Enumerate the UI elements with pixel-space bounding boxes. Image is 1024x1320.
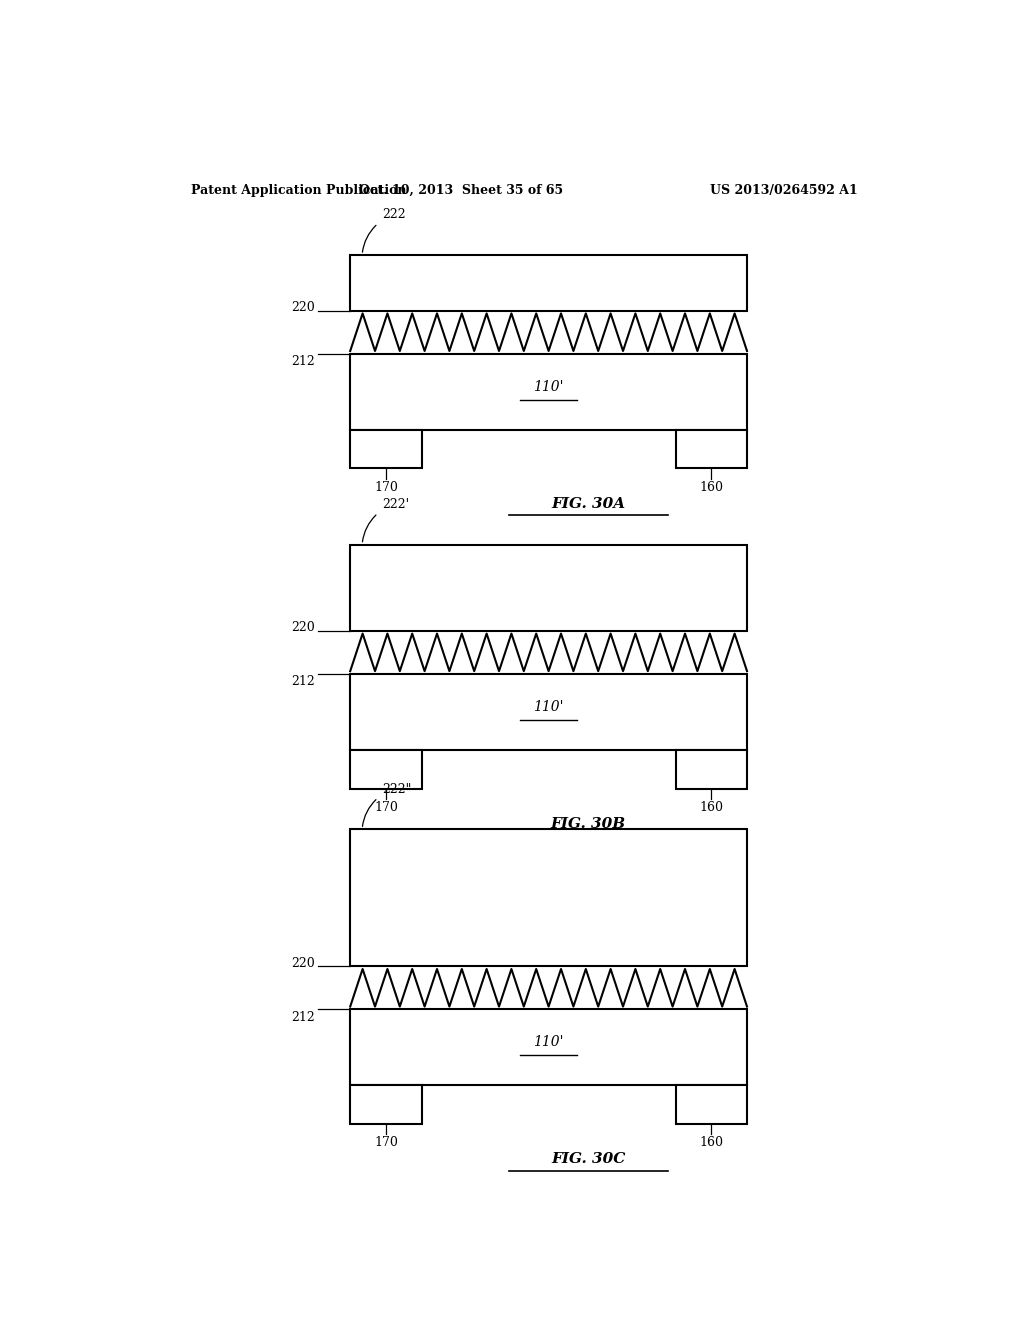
Text: Patent Application Publication: Patent Application Publication [191,183,407,197]
Text: US 2013/0264592 A1: US 2013/0264592 A1 [711,183,858,197]
Bar [350,354,748,430]
Text: 110': 110' [534,380,564,393]
Bar [350,545,748,631]
Bar [350,1085,422,1125]
Text: 222: 222 [382,209,406,222]
Bar [350,829,748,966]
Text: 160: 160 [699,801,723,813]
Text: Oct. 10, 2013  Sheet 35 of 65: Oct. 10, 2013 Sheet 35 of 65 [359,183,563,197]
Text: 220: 220 [291,622,314,635]
Bar [350,430,422,469]
Text: 110': 110' [534,700,564,714]
Text: 220: 220 [291,301,314,314]
Text: FIG. 30B: FIG. 30B [551,817,626,832]
Text: FIG. 30C: FIG. 30C [551,1152,626,1167]
Text: 212: 212 [291,676,314,688]
Text: 222': 222' [382,498,409,511]
Text: 160: 160 [699,1137,723,1150]
Text: 170: 170 [374,1137,398,1150]
Text: FIG. 30A: FIG. 30A [551,496,626,511]
Text: 220: 220 [291,957,314,970]
Text: 222": 222" [382,783,412,796]
Bar [350,750,422,788]
Text: 110': 110' [534,1035,564,1049]
Text: 170: 170 [374,801,398,813]
Bar [676,750,748,788]
Text: 212: 212 [291,355,314,368]
Text: 170: 170 [374,480,398,494]
Bar [676,430,748,469]
Bar [350,673,748,750]
Text: 212: 212 [291,1011,314,1024]
Bar [350,255,748,312]
Text: 160: 160 [699,480,723,494]
Bar [676,1085,748,1125]
Bar [350,1008,748,1085]
